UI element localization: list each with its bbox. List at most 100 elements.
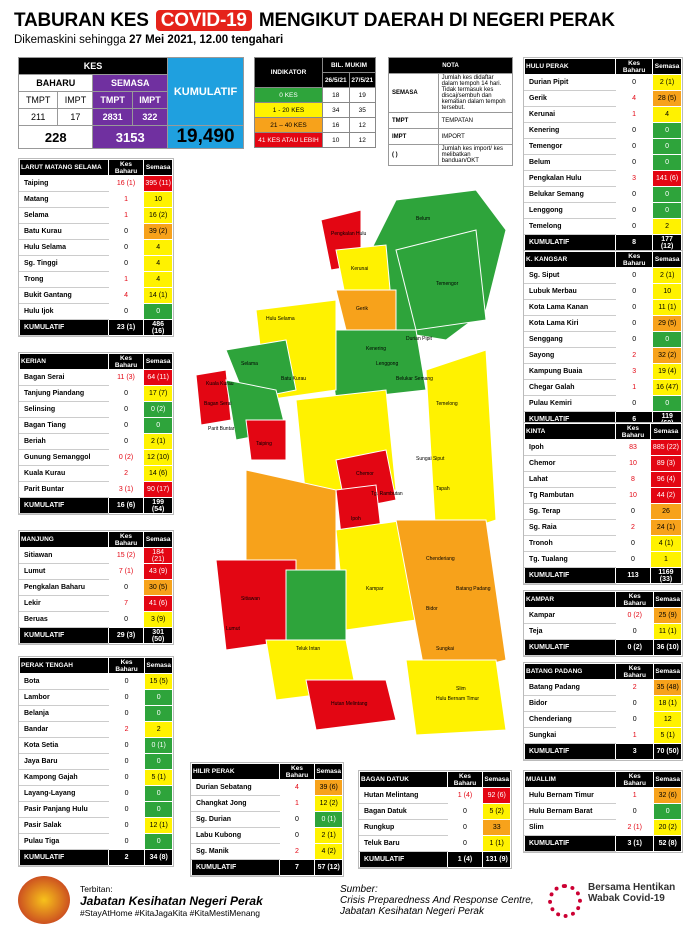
table-row: Bagan Tiang 0 0	[19, 417, 173, 434]
title-post: MENGIKUT DAERAH DI NEGERI PERAK	[258, 10, 615, 31]
table-row: Selama 1 16 (2)	[19, 207, 173, 224]
kumulatif-row: KUMULATIF 3 70 (50)	[523, 743, 682, 760]
map-region-batang-padang	[395, 519, 507, 681]
kes-semasa: 14 (6)	[143, 465, 173, 482]
kes-semasa: 28 (5)	[652, 90, 682, 107]
kes-baharu: 0	[278, 811, 316, 828]
footer-org: Jabatan Kesihatan Negeri Perak	[80, 894, 263, 908]
kes-semasa: 0	[652, 395, 682, 412]
kes-semasa: 14 (1)	[143, 287, 173, 304]
map-label: Bidor	[426, 606, 438, 612]
kes-semasa: 15 (5)	[144, 673, 173, 690]
kumulatif-row: KUMULATIF 29 (3) 301 (50)	[19, 627, 173, 644]
map-label: Kuala Kurau	[206, 381, 234, 387]
table-row: Chegar Galah 1 16 (47)	[523, 379, 682, 396]
mukim-name: Bagan Tiang	[19, 417, 109, 434]
kes-semasa: 4	[143, 271, 173, 288]
table-row: Kampar 0 (2) 25 (9)	[523, 607, 682, 624]
map-region-east	[425, 349, 497, 541]
kes-baharu: 1	[107, 207, 145, 224]
kumulatif-row: KUMULATIF 16 (6) 199 (54)	[19, 497, 173, 514]
nota-row: ( ) Jumlah kes import/ kes melibatkan ban…	[388, 144, 514, 166]
kes-baharu: 0	[107, 689, 146, 706]
mukim-name: Durian Sebatang	[191, 779, 280, 796]
kes-baharu: 0	[615, 299, 654, 316]
baharu-label: BAHARU	[17, 74, 94, 92]
map-label: Batang Padang	[456, 586, 491, 592]
kes-baharu: 1	[615, 379, 654, 396]
mukim-name: Kenering	[523, 122, 617, 139]
table-row: Hulu Bernam Barat 0 0	[523, 803, 682, 820]
kes-baharu: 0	[615, 186, 654, 203]
mukim-name: Kampung Buaia	[523, 363, 617, 380]
kes-semasa: 96 (4)	[649, 471, 683, 488]
nota-key: TMPT	[388, 112, 439, 129]
mukim-name: Slim	[523, 819, 617, 836]
table-row: Kota Lama Kanan 0 11 (1)	[523, 299, 682, 316]
mukim-name: Kampong Gajah	[19, 769, 109, 786]
table-row: Hutan Melintang 1 (4) 92 (6)	[359, 787, 511, 804]
mukim-name: Sg. Raia	[523, 519, 617, 536]
col-kes-baharu: Kes Baharu	[615, 423, 651, 440]
kumulatif-semasa: 36 (10)	[653, 639, 682, 656]
s-impt: 322	[131, 108, 169, 126]
kes-baharu: 4	[615, 90, 654, 107]
mukim-name: Lahat	[523, 471, 617, 488]
kes-semasa: 0	[144, 801, 173, 818]
card-kinta: KINTA Kes Baharu Semasa Ipoh 83 885 (22) Chemo…	[523, 422, 683, 585]
mukim-name: Kota Lama Kiri	[523, 315, 617, 332]
kes-baharu: 10	[615, 455, 651, 472]
table-row: Bagan Serai 11 (3) 64 (11)	[19, 369, 173, 386]
indikator-label: 21 – 40 KES	[253, 117, 324, 133]
table-row: Kuala Kurau 2 14 (6)	[19, 465, 173, 482]
kes-semasa: 0 (1)	[314, 811, 343, 828]
table-row: Sg. Siput 0 2 (1)	[523, 267, 682, 284]
kumulatif-label: KUMULATIF	[19, 627, 109, 644]
kumulatif-label: KUMULATIF	[191, 859, 280, 876]
table-row: Durian Sebatang 4 39 (6)	[191, 779, 343, 796]
kes-semasa: 19 (4)	[652, 363, 682, 380]
kes-baharu: 0	[446, 819, 484, 836]
kumulatif-semasa: 57 (12)	[314, 859, 343, 876]
table-row: Pasir Salak 0 12 (1)	[19, 817, 173, 834]
mukim-name: Pengkalan Baharu	[19, 579, 109, 596]
table-row: Sayong 2 32 (2)	[523, 347, 682, 364]
map-label: Lenggong	[376, 361, 398, 367]
b-impt-label: IMPT	[57, 91, 94, 109]
kes-semasa: 2	[652, 218, 682, 235]
jata-negara-logo	[18, 876, 70, 924]
district-name: KERIAN	[19, 353, 109, 370]
col-kes-baharu: Kes Baharu	[107, 657, 146, 674]
footer-hashtags: #StayAtHome #KitaJagaKita #KitaMestiMena…	[80, 908, 261, 918]
table-row: Jaya Baru 0 0	[19, 753, 173, 770]
col-semasa: Semasa	[649, 423, 683, 440]
kes-semasa: 32 (2)	[652, 347, 682, 364]
kes-semasa: 10	[652, 283, 682, 300]
map-label: Durian Pipit	[406, 336, 432, 342]
mukim-count-2: 19	[348, 87, 377, 103]
nota-row: SEMASA Jumlah kes didaftar dalam tempoh 1…	[388, 73, 514, 113]
kes-semasa: 11 (1)	[653, 623, 682, 640]
map-label: Chemor	[356, 471, 374, 477]
col-kes-baharu: Kes Baharu	[615, 771, 655, 788]
table-row: Beruas 0 3 (9)	[19, 611, 173, 628]
mukim-name: Trong	[19, 271, 109, 288]
kes-semasa: 92 (6)	[482, 787, 511, 804]
kes-baharu: 0	[615, 623, 655, 640]
kes-baharu: 2	[615, 679, 655, 696]
district-name: BAGAN DATUK	[359, 771, 448, 788]
table-row: Tg. Tualang 0 1	[523, 551, 683, 568]
mukim-name: Chenderiang	[523, 711, 617, 728]
kes-semasa: 11 (1)	[652, 299, 682, 316]
kes-semasa: 0	[144, 705, 173, 722]
kes-baharu: 10	[615, 487, 651, 504]
mukim-count-2: 12	[348, 117, 377, 133]
subtitle: Dikemaskini sehingga 27 Mei 2021, 12.00 …	[14, 34, 283, 46]
col-semasa: Semasa	[143, 353, 173, 370]
mukim-name: Chemor	[523, 455, 617, 472]
mukim-name: Sg. Siput	[523, 267, 617, 284]
map-label: Taiping	[256, 441, 272, 447]
map-label: Sungai Siput	[416, 456, 445, 462]
kes-semasa: 0 (1)	[144, 737, 173, 754]
map-label: Pengkalan Hulu	[331, 231, 367, 237]
